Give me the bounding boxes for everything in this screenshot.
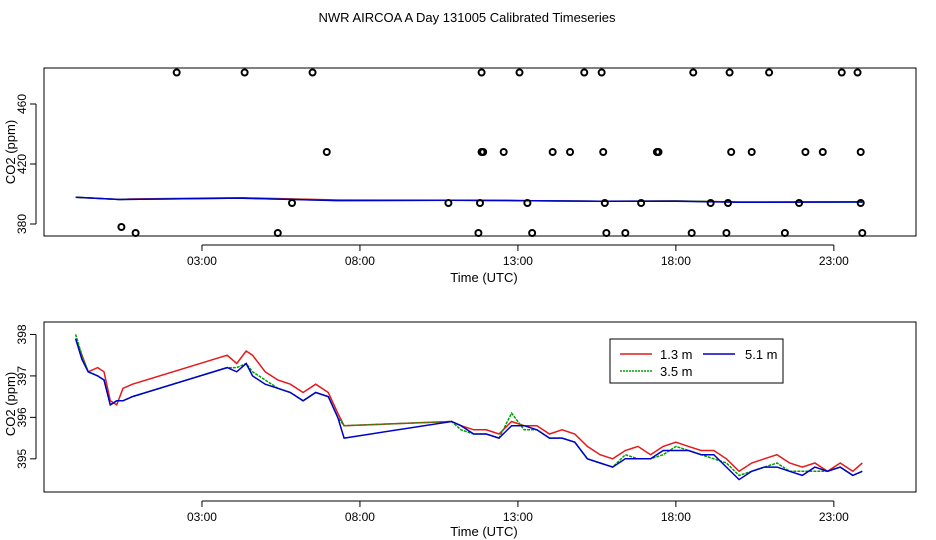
- scatter-point: [637, 199, 646, 207]
- legend-box: [609, 338, 784, 384]
- scatter-point: [548, 148, 557, 156]
- y-tick-label-bottom: 397: [15, 366, 29, 386]
- scatter-point: [780, 229, 789, 237]
- scatter-point: [856, 148, 865, 156]
- x-tick-label-top: 23:00: [819, 254, 849, 268]
- scatter-point: [727, 148, 736, 156]
- scatter-point: [172, 68, 181, 77]
- scatter-point: [580, 68, 589, 77]
- scatter-point: [856, 199, 865, 207]
- y-tick-label-top: 420: [15, 154, 29, 174]
- scatter-point: [474, 229, 483, 237]
- legend: 1.3 m 5.1 m 3.5 m: [609, 338, 784, 384]
- x-tick-label-bottom: 08:00: [345, 510, 375, 524]
- series-lines-top: [75, 196, 863, 204]
- scatter-point: [725, 68, 734, 77]
- scatter-point: [322, 148, 331, 156]
- scatter-point: [528, 229, 537, 237]
- scatter-point: [687, 229, 696, 237]
- x-tick-label-bottom: 03:00: [187, 510, 217, 524]
- scatter-point: [722, 229, 731, 237]
- figure-title: NWR AIRCOA A Day 131005 Calibrated Times…: [319, 10, 616, 25]
- x-tick-label-bottom: 23:00: [819, 510, 849, 524]
- scatter-point: [117, 223, 126, 231]
- scatter-point: [476, 199, 484, 207]
- scatter-point: [795, 199, 804, 207]
- y-axis-bottom: 395 396 397 398: [15, 324, 37, 469]
- scatter-points-top: [117, 68, 867, 237]
- x-axis-bottom: 03:00 08:00 13:00 18:00 23:00: [187, 500, 849, 524]
- panel-bottom-line: 03:00 08:00 13:00 18:00 23:00 395 396 397 398 T…: [3, 321, 917, 539]
- scatter-point: [765, 68, 774, 77]
- x-axis-top: 03:00 08:00 13:00 18:00 23:00: [187, 244, 849, 268]
- scatter-point: [273, 229, 282, 237]
- scatter-point: [523, 199, 532, 207]
- scatter-point: [477, 68, 486, 77]
- scatter-point: [602, 229, 611, 237]
- y-tick-label-top: 460: [15, 94, 29, 114]
- scatter-point: [801, 148, 810, 156]
- y-axis-label-top: CO2 (ppm): [3, 120, 18, 184]
- scatter-point: [131, 229, 140, 237]
- series-line-5-1-m-top: [75, 196, 863, 204]
- scatter-point: [288, 199, 297, 207]
- scatter-point: [818, 148, 827, 156]
- plot-frame-bottom: [43, 321, 917, 493]
- x-tick-label-top: 08:00: [345, 254, 375, 268]
- x-tick-label-bottom: 18:00: [661, 510, 691, 524]
- scatter-point: [853, 68, 862, 77]
- scatter-point: [308, 68, 317, 77]
- scatter-point: [747, 148, 756, 156]
- series-line-5-1-m-bottom: [74, 338, 863, 481]
- scatter-point: [240, 68, 249, 77]
- scatter-point: [515, 68, 524, 77]
- y-axis-label-bottom: CO2 (ppm): [3, 372, 18, 436]
- scatter-point: [566, 148, 575, 156]
- legend-label-5-1m: 5.1 m: [745, 347, 778, 362]
- panel-top-scatter: 03:00 08:00 13:00 18:00 23:00 380 420 460 Time…: [3, 67, 917, 285]
- scatter-point: [600, 199, 609, 207]
- scatter-point: [858, 229, 867, 237]
- y-tick-label-bottom: 396: [15, 407, 29, 427]
- series-lines-bottom: [74, 334, 863, 481]
- x-tick-label-top: 18:00: [661, 254, 691, 268]
- y-axis-top: 380 420 460: [15, 94, 37, 234]
- y-tick-label-bottom: 398: [15, 324, 29, 344]
- scatter-point: [499, 148, 508, 156]
- scatter-point: [599, 148, 608, 156]
- y-tick-label-top: 380: [15, 214, 29, 234]
- x-axis-label-bottom: Time (UTC): [450, 524, 517, 539]
- scatter-point: [689, 68, 698, 77]
- y-tick-label-bottom: 395: [15, 448, 29, 468]
- scatter-point: [597, 68, 606, 77]
- scatter-point: [621, 229, 630, 237]
- scatter-point: [724, 199, 733, 207]
- scatter-point: [652, 148, 661, 156]
- x-tick-label-top: 13:00: [503, 254, 533, 268]
- x-axis-label-top: Time (UTC): [450, 270, 517, 285]
- scatter-point: [706, 199, 715, 207]
- legend-label-3-5m: 3.5 m: [660, 364, 693, 379]
- x-tick-label-top: 03:00: [187, 254, 217, 268]
- legend-label-1-3m: 1.3 m: [660, 347, 693, 362]
- scatter-point: [837, 68, 846, 77]
- x-tick-label-bottom: 13:00: [503, 510, 533, 524]
- scatter-point: [477, 148, 486, 156]
- scatter-point: [444, 199, 453, 207]
